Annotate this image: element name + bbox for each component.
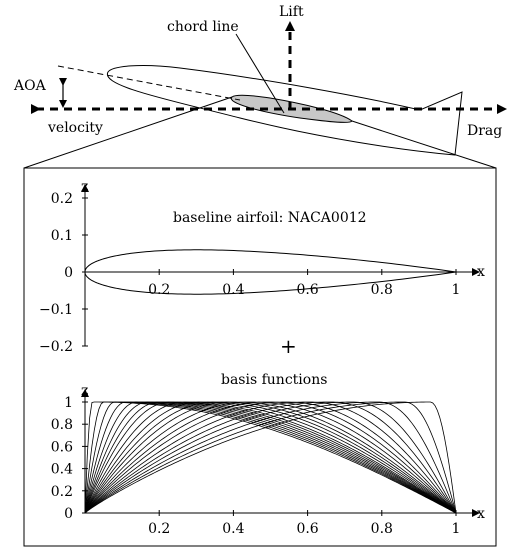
basis-plot-y-tick-label: 0.2 xyxy=(51,484,73,500)
basis-plot-x-tick-label: 0.8 xyxy=(371,521,393,537)
basis-function-curve xyxy=(84,401,457,514)
airfoil-plot: 0.2 0.4 0.6 0.8 1 0.2 0.1 0 −0.1 −0.2 baseline a… xyxy=(39,179,485,355)
basis-function-curve xyxy=(84,401,457,514)
basis-plot-y-tick-label: 0.6 xyxy=(51,439,73,455)
basis-plot-y-tick-label: 0 xyxy=(64,506,73,522)
basis-function-curve xyxy=(84,401,457,514)
basis-plot-x-tick-label: 0.4 xyxy=(222,521,244,537)
basis-plot: 0.2 0.4 0.6 0.8 1 1 0.8 0.6 0.4 0.2 0 basis funct… xyxy=(51,372,485,537)
chord-label-leader xyxy=(235,33,285,114)
airfoil-plot-curves xyxy=(84,249,457,295)
panel-frame xyxy=(23,167,497,547)
airfoil-plot-title: baseline airfoil: NACA0012 xyxy=(173,210,367,226)
basis-plot-y-ticks: 1 0.8 0.6 0.4 0.2 0 xyxy=(51,395,88,522)
projection-line-left xyxy=(23,96,233,169)
basis-plot-x-ticks: 0.2 0.4 0.6 0.8 1 xyxy=(148,510,460,537)
basis-plot-curves xyxy=(84,401,457,514)
basis-function-curve xyxy=(84,401,457,514)
basis-function-curve xyxy=(84,401,457,514)
basis-plot-axes xyxy=(81,389,480,517)
airfoil-plot-x-tick-label: 0.2 xyxy=(148,282,170,298)
basis-function-curve xyxy=(84,401,457,514)
basis-plot-x-tick-label: 1 xyxy=(452,521,461,537)
airfoil-plot-x-tick-label: 1 xyxy=(452,282,461,298)
airfoil-plot-y-tick-label: 0 xyxy=(64,265,73,281)
basis-function-curve xyxy=(84,401,457,514)
basis-function-curve xyxy=(84,401,457,514)
basis-plot-y-tick-label: 0.4 xyxy=(51,462,73,478)
chord-line-label: chord line xyxy=(167,19,239,35)
projection-line-right xyxy=(351,120,497,169)
basis-function-curve xyxy=(84,401,457,514)
airfoil-plot-x-tick-label: 0.8 xyxy=(371,282,393,298)
airfoil-schematic: Lift Drag velocity AOA chord line xyxy=(13,4,507,169)
airfoil-lower-surface xyxy=(84,271,457,295)
basis-function-curve xyxy=(84,401,457,514)
basis-plot-x-tick-label: 0.2 xyxy=(148,521,170,537)
airfoil-plot-x-axis-label: x xyxy=(477,264,485,280)
basis-function-curve xyxy=(84,401,457,514)
basis-function-curve xyxy=(84,401,457,514)
airfoil-plot-x-tick-label: 0.6 xyxy=(296,282,318,298)
velocity-label: velocity xyxy=(47,120,103,136)
airfoil-plot-y-tick-label: 0.1 xyxy=(51,228,73,244)
airfoil-plot-x-tick-label: 0.4 xyxy=(222,282,244,298)
basis-function-curve xyxy=(84,401,457,514)
airfoil-plot-y-tick-label: −0.2 xyxy=(39,339,73,355)
aoa-label: AOA xyxy=(13,78,47,94)
chord-dashed-line xyxy=(57,65,241,101)
basis-function-curve xyxy=(84,401,457,514)
basis-plot-y-tick-label: 0.8 xyxy=(51,417,73,433)
basis-plot-x-axis-label: x xyxy=(477,506,485,522)
basis-plot-y-tick-label: 1 xyxy=(64,395,73,411)
basis-function-curve xyxy=(84,401,457,514)
basis-function-curve xyxy=(84,401,457,514)
airfoil-plot-y-ticks: 0.2 0.1 0 −0.1 −0.2 xyxy=(39,191,88,355)
plus-sign: + xyxy=(280,334,297,358)
lift-label: Lift xyxy=(279,4,304,20)
basis-plot-y-axis-label: z xyxy=(81,383,88,399)
basis-function-curve xyxy=(84,401,457,514)
basis-function-curve xyxy=(84,401,457,514)
basis-function-curve xyxy=(84,401,457,514)
airfoil-upper-surface xyxy=(84,249,457,273)
basis-function-curve xyxy=(84,401,457,514)
airfoil-plot-axes xyxy=(81,184,480,346)
basis-plot-x-tick-label: 0.6 xyxy=(296,521,318,537)
basis-function-curve xyxy=(84,401,457,514)
drag-label: Drag xyxy=(467,123,502,139)
basis-plot-title: basis functions xyxy=(221,372,327,388)
airfoil-plot-y-tick-label: 0.2 xyxy=(51,191,73,207)
airfoil-plot-y-tick-label: −0.1 xyxy=(39,302,73,318)
airfoil-plot-x-ticks: 0.2 0.4 0.6 0.8 1 xyxy=(148,269,460,298)
airfoil-plot-y-axis-label: z xyxy=(81,179,88,195)
